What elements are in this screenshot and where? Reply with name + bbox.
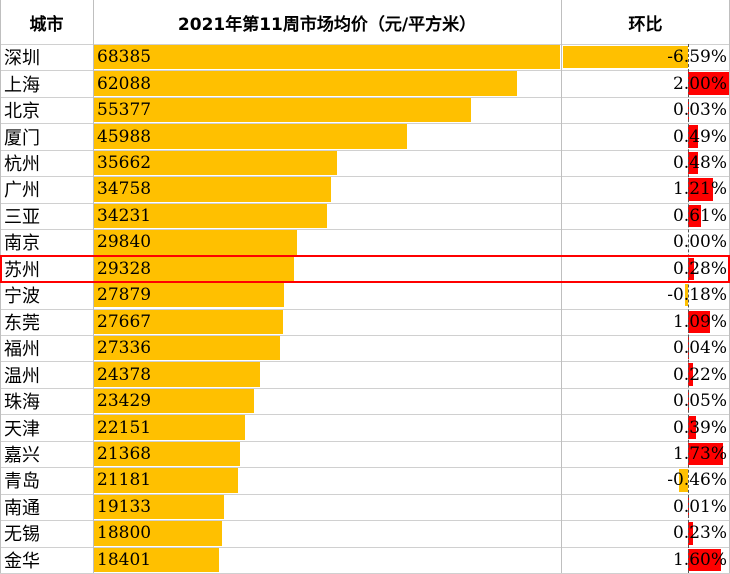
change-value: 0.61%: [561, 203, 727, 229]
column-divider: [0, 0, 1, 573]
price-bar: [94, 45, 560, 69]
change-value: 0.49%: [561, 123, 727, 149]
change-value: 0.22%: [561, 361, 727, 387]
header-price: 2021年第11周市场均价（元/平方米）: [93, 0, 561, 44]
change-value: 1.73%: [561, 441, 727, 467]
price-value: 35662: [97, 150, 151, 176]
city-name: 深圳: [0, 44, 93, 70]
change-value: 1.09%: [561, 309, 727, 335]
city-name: 福州: [0, 335, 93, 361]
city-name: 无锡: [0, 520, 93, 546]
change-value: 2.00%: [561, 70, 727, 96]
change-value: 0.28%: [561, 256, 727, 282]
price-value: 19133: [97, 494, 151, 520]
city-name: 南京: [0, 229, 93, 255]
change-value: 1.21%: [561, 176, 727, 202]
header-change: 环比: [561, 0, 730, 44]
change-value: 0.04%: [561, 335, 727, 361]
city-name: 苏州: [0, 256, 93, 282]
city-name: 上海: [0, 70, 93, 96]
change-value: -6.59%: [561, 44, 727, 70]
price-value: 29328: [97, 256, 151, 282]
price-value: 27336: [97, 335, 151, 361]
city-name: 珠海: [0, 388, 93, 414]
price-value: 68385: [97, 44, 151, 70]
city-name: 温州: [0, 361, 93, 387]
city-name: 东莞: [0, 309, 93, 335]
change-value: 0.39%: [561, 414, 727, 440]
price-value: 18401: [97, 547, 151, 573]
price-value: 18800: [97, 520, 151, 546]
change-value: 0.00%: [561, 229, 727, 255]
price-value: 29840: [97, 229, 151, 255]
city-name: 宁波: [0, 282, 93, 308]
city-name: 嘉兴: [0, 441, 93, 467]
city-name: 青岛: [0, 467, 93, 493]
city-name: 厦门: [0, 123, 93, 149]
change-value: 0.01%: [561, 494, 727, 520]
price-value: 24378: [97, 361, 151, 387]
change-value: 1.60%: [561, 547, 727, 573]
city-name: 三亚: [0, 203, 93, 229]
price-value: 62088: [97, 70, 151, 96]
price-value: 55377: [97, 97, 151, 123]
city-name: 北京: [0, 97, 93, 123]
column-divider: [93, 0, 94, 573]
change-value: 0.03%: [561, 97, 727, 123]
price-value: 27879: [97, 282, 151, 308]
price-value: 21181: [97, 467, 151, 493]
price-bar: [94, 71, 517, 95]
price-value: 21368: [97, 441, 151, 467]
header-city: 城市: [0, 0, 93, 44]
change-value: 0.05%: [561, 388, 727, 414]
change-value: -0.18%: [561, 282, 727, 308]
change-value: 0.23%: [561, 520, 727, 546]
city-name: 杭州: [0, 150, 93, 176]
price-value: 23429: [97, 388, 151, 414]
city-name: 金华: [0, 547, 93, 573]
price-value: 34758: [97, 176, 151, 202]
city-name: 天津: [0, 414, 93, 440]
price-value: 34231: [97, 203, 151, 229]
city-name: 南通: [0, 494, 93, 520]
price-value: 27667: [97, 309, 151, 335]
change-value: 0.48%: [561, 150, 727, 176]
price-value: 22151: [97, 414, 151, 440]
price-value: 45988: [97, 123, 151, 149]
city-name: 广州: [0, 176, 93, 202]
change-value: -0.46%: [561, 467, 727, 493]
